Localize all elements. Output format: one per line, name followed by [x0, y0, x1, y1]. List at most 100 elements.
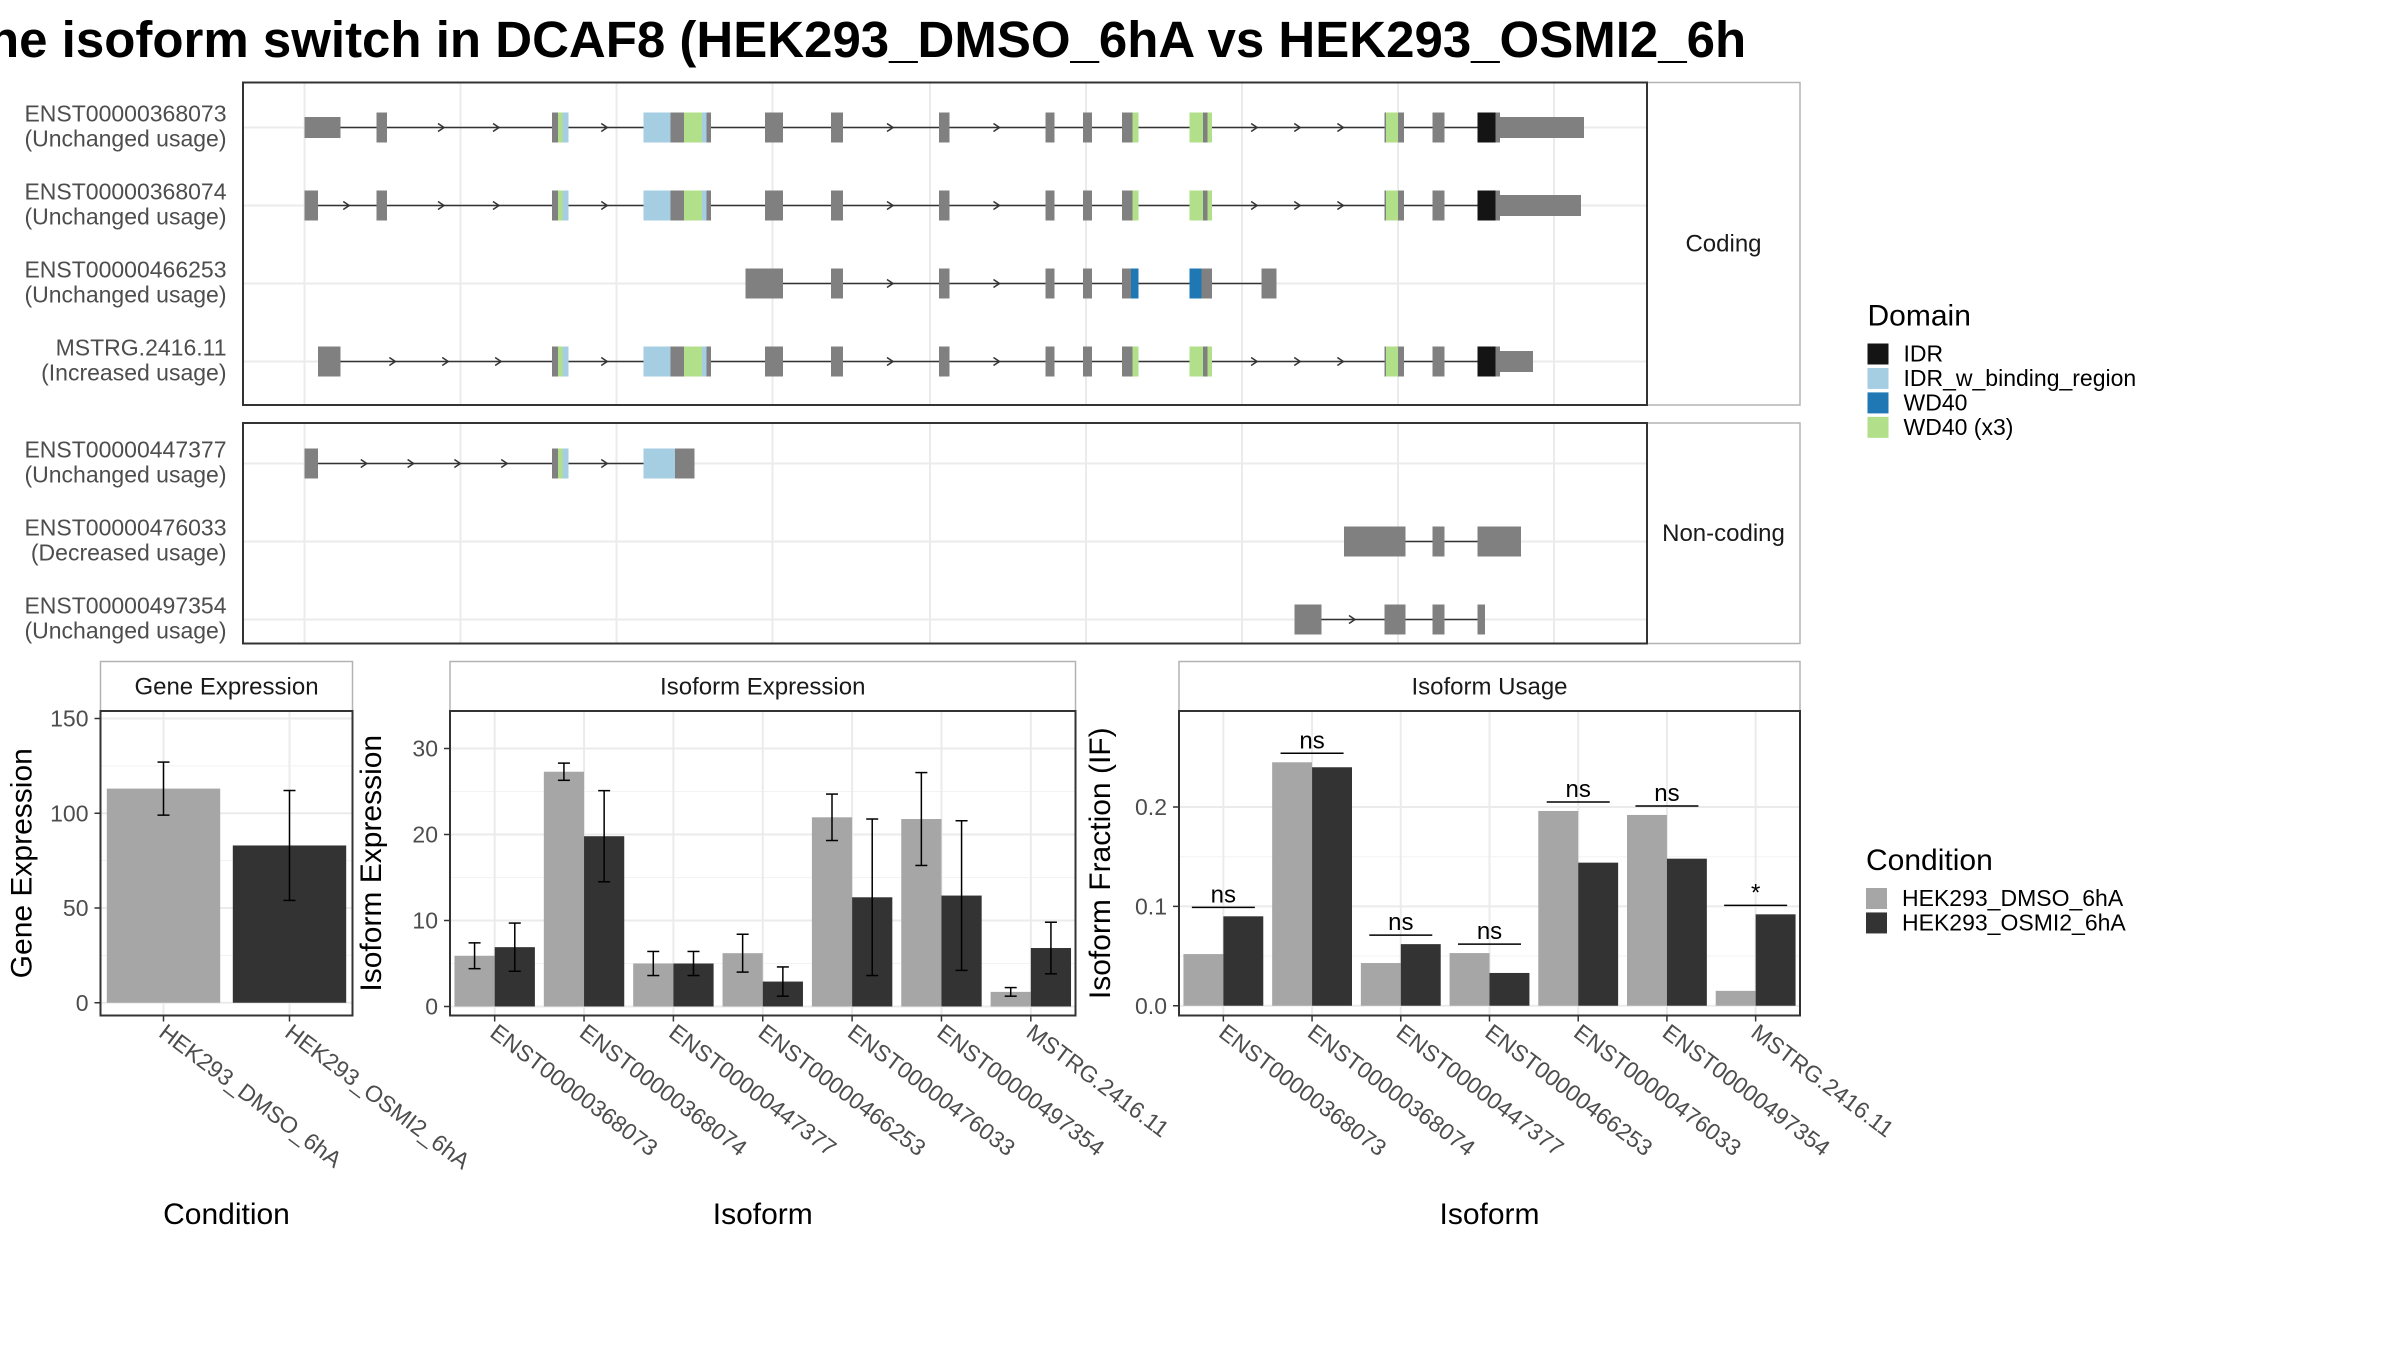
domain-wd40	[1131, 268, 1139, 299]
domain-idr-w-binding-region	[643, 346, 671, 377]
chart-gene-expression: Gene Expression050100150HEK293_DMSO_6hAH…	[6, 660, 475, 1231]
intron-direction-arrow	[1293, 356, 1302, 367]
exon-block	[1500, 117, 1584, 138]
exon-block	[1432, 346, 1445, 377]
y-tick-label: 150	[50, 706, 88, 732]
isoform-track: ENST00000447377(Unchanged usage)	[24, 437, 695, 488]
domain-wd40-x3	[1386, 112, 1398, 143]
exon-block	[1045, 268, 1055, 299]
exon-block	[1500, 195, 1581, 216]
y-axis-label: Gene Expression	[6, 748, 39, 978]
intron-direction-arrow	[1336, 356, 1345, 367]
bar	[990, 991, 1031, 1007]
bar	[1715, 990, 1756, 1006]
domain-wd40-x3	[1386, 190, 1398, 221]
exon-block	[304, 448, 318, 479]
domain-idr	[1477, 346, 1496, 377]
intron-direction-arrow	[993, 200, 1001, 211]
bar	[1627, 814, 1667, 1006]
domain-idr-w-binding-region	[562, 448, 569, 479]
facet-label: Coding	[1685, 230, 1761, 257]
intron-direction-arrow	[1250, 356, 1259, 367]
domain-wd40-x3	[1189, 346, 1203, 377]
exon-block	[1045, 346, 1055, 377]
isoform-usage-label: (Unchanged usage)	[24, 204, 226, 230]
intron-direction-arrow	[600, 356, 609, 367]
exon-block	[1384, 604, 1406, 635]
significance-label: ns	[1566, 776, 1591, 803]
isoform-usage-label: (Unchanged usage)	[24, 462, 226, 488]
exon-block	[376, 112, 387, 143]
domain-idr-w-binding-region	[643, 112, 671, 143]
intron-direction-arrow	[886, 278, 895, 289]
exon-block	[1083, 268, 1092, 299]
intron-direction-arrow	[993, 278, 1001, 289]
significance-label: ns	[1211, 881, 1236, 908]
exon-block	[1477, 604, 1485, 635]
exon-block	[831, 346, 843, 377]
x-tick-label: ENST00000368073	[486, 1019, 663, 1161]
exon-block	[1083, 190, 1092, 221]
exon-block	[1045, 112, 1055, 143]
panel-border	[242, 81, 1648, 406]
intron-direction-arrow	[437, 200, 446, 211]
x-axis-label: Condition	[163, 1198, 290, 1231]
exon-block	[304, 190, 318, 221]
isoform-track: ENST00000497354(Unchanged usage)	[24, 593, 1485, 644]
significance-label: ns	[1388, 909, 1413, 936]
facet-non-coding: Non-coding ENST00000447377(Unchanged usag…	[24, 422, 1801, 645]
domain-wd40-x3	[558, 346, 563, 377]
isoform-id-label: MSTRG.2416.11	[56, 335, 227, 361]
bar	[1183, 954, 1224, 1006]
y-tick-label: 50	[63, 895, 89, 921]
isoform-track: ENST00000476033(Decreased usage)	[24, 515, 1521, 566]
intron-direction-arrow	[1293, 200, 1302, 211]
intron-direction-arrow	[388, 356, 397, 367]
chart-title: Isoform Expression	[660, 674, 865, 701]
intron-direction-arrow	[1336, 122, 1345, 133]
exon-block	[1432, 190, 1445, 221]
exon-block	[831, 190, 843, 221]
intron-direction-arrow	[360, 458, 369, 469]
exon-block	[1432, 112, 1445, 143]
intron-direction-arrow	[600, 200, 609, 211]
chart-title: Isoform Usage	[1411, 674, 1567, 701]
facet-label: Non-coding	[1662, 520, 1785, 547]
significance-label: ns	[1299, 727, 1324, 754]
domain-wd40-x3	[1132, 190, 1139, 221]
x-tick-label: ENST00000466253	[754, 1019, 931, 1161]
y-tick-label: 0.1	[1135, 893, 1167, 919]
legend-key	[1866, 912, 1887, 934]
domain-wd40-x3	[1189, 112, 1203, 143]
intron-direction-arrow	[600, 122, 609, 133]
intron-direction-arrow	[492, 200, 501, 211]
bar	[1400, 944, 1441, 1006]
x-tick-label: ENST00000368074	[575, 1019, 752, 1161]
exon-block	[1477, 526, 1521, 557]
intron-direction-arrow	[342, 200, 351, 211]
legend-label: HEK293_DMSO_6hA	[1902, 885, 2124, 911]
legend-key	[1867, 416, 1889, 438]
y-tick-label: 10	[412, 908, 438, 934]
bar	[1489, 972, 1530, 1006]
significance-label: ns	[1654, 780, 1679, 807]
bar	[1449, 953, 1490, 1006]
isoform-id-label: ENST00000368074	[24, 179, 226, 205]
domain-idr-w-binding-region	[643, 190, 671, 221]
intron-direction-arrow	[437, 122, 446, 133]
intron-direction-arrow	[441, 356, 450, 367]
intron-direction-arrow	[993, 356, 1001, 367]
domain-wd40-x3	[1207, 112, 1212, 143]
intron-direction-arrow	[1293, 122, 1302, 133]
x-axis-label: Isoform	[713, 1198, 813, 1231]
bar-charts: Gene Expression050100150HEK293_DMSO_6hAH…	[6, 660, 1899, 1231]
panel-border	[242, 422, 1648, 645]
exon-block	[1432, 604, 1445, 635]
exon-block	[765, 190, 783, 221]
intron-direction-arrow	[1336, 200, 1345, 211]
